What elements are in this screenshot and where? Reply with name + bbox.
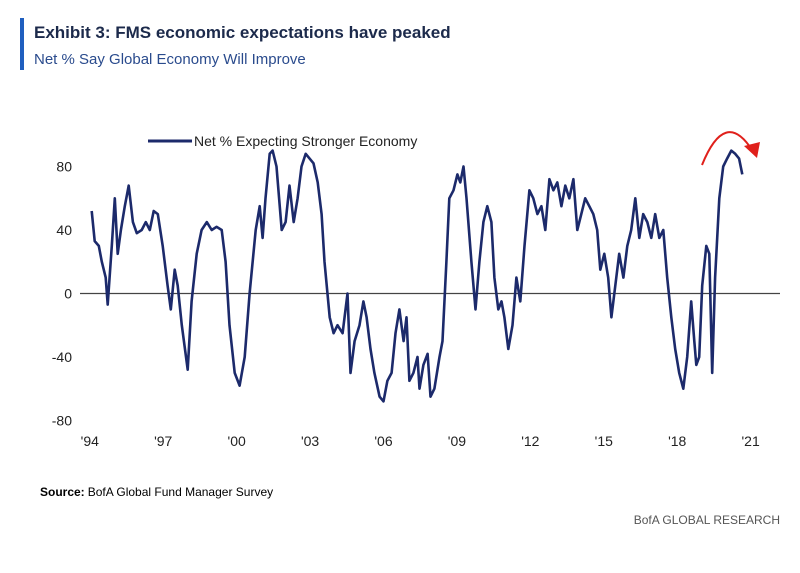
legend-label: Net % Expecting Stronger Economy — [194, 133, 417, 149]
footer: BofA GLOBAL RESEARCH — [634, 513, 780, 527]
y-tick-label: 80 — [56, 159, 72, 175]
y-tick-label: -80 — [52, 412, 72, 428]
y-tick-label: -40 — [52, 349, 72, 365]
source-text: BofA Global Fund Manager Survey — [88, 485, 273, 499]
x-tick-label: '06 — [374, 433, 392, 449]
x-tick-label: '12 — [521, 433, 539, 449]
x-tick-label: '18 — [668, 433, 686, 449]
chart-title: Exhibit 3: FMS economic expectations hav… — [34, 23, 451, 42]
title-bar — [20, 18, 24, 70]
annotation-arrowhead — [744, 142, 760, 158]
x-tick-label: '15 — [595, 433, 613, 449]
x-tick-label: '97 — [154, 433, 172, 449]
x-tick-label: '94 — [81, 433, 99, 449]
chart-subtitle: Net % Say Global Economy Will Improve — [34, 51, 306, 68]
source-label: Source: — [40, 485, 85, 499]
x-tick-label: '03 — [301, 433, 319, 449]
annotation-arrow — [701, 131, 753, 166]
y-tick-label: 0 — [64, 285, 72, 301]
x-tick-label: '00 — [228, 433, 246, 449]
source: Source: BofA Global Fund Manager Survey — [40, 485, 273, 499]
x-tick-label: '09 — [448, 433, 466, 449]
series-line — [90, 149, 744, 403]
y-tick-label: 40 — [56, 222, 72, 238]
x-tick-label: '21 — [742, 433, 760, 449]
